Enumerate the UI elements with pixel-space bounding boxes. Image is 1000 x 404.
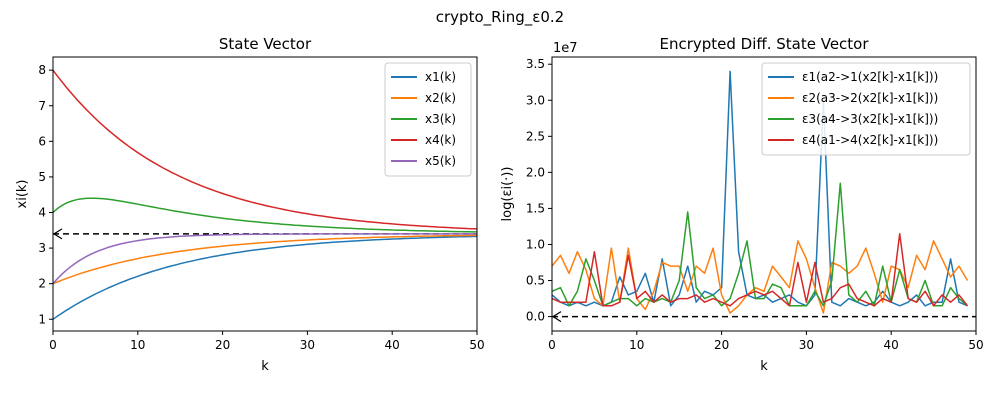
series-line bbox=[52, 233, 477, 285]
legend-box bbox=[761, 62, 971, 156]
legend-label: ε2(a3->2(x2[k]-x1[k])) bbox=[802, 91, 938, 105]
x-axis-label: k bbox=[760, 359, 768, 374]
legend-box bbox=[384, 62, 472, 177]
y-axis-label: log(εi(·)) bbox=[500, 167, 515, 222]
y-tick-label: 1 bbox=[38, 312, 46, 326]
y-tick-label: 3.0 bbox=[526, 93, 545, 107]
y-tick-label: 0.0 bbox=[526, 310, 545, 324]
legend-label: ε3(a4->3(x2[k]-x1[k])) bbox=[802, 112, 938, 126]
y-tick-label: 1.5 bbox=[526, 201, 545, 215]
x-tick-label: 50 bbox=[469, 338, 484, 352]
y-tick-label: 5 bbox=[38, 170, 46, 184]
x-tick-label: 20 bbox=[215, 338, 230, 352]
y-tick-label: 2.5 bbox=[526, 129, 545, 143]
legend-label: x3(k) bbox=[425, 112, 456, 126]
series-lines bbox=[52, 69, 478, 320]
chart-state-vector: State Vector k xi(k) 0 10 20 30 40 50 1 2 3 4 5 6 7 8… bbox=[15, 35, 485, 374]
plot-frame bbox=[551, 56, 977, 332]
x-tick-label: 10 bbox=[629, 338, 644, 352]
series-line bbox=[52, 235, 478, 320]
x-tick-label: 50 bbox=[968, 338, 983, 352]
y-tick-label: 6 bbox=[38, 134, 46, 148]
x-tick-label: 10 bbox=[130, 338, 145, 352]
x-tick-label: 30 bbox=[799, 338, 814, 352]
series-line bbox=[551, 70, 968, 307]
x-tick-label: 40 bbox=[385, 338, 400, 352]
legend-label: ε1(a2->1(x2[k]-x1[k])) bbox=[802, 70, 938, 84]
y-tick-label: 2 bbox=[38, 277, 46, 291]
chart-title: Encrypted Diff. State Vector bbox=[659, 35, 869, 53]
figure-suptitle: crypto_Ring_ε0.2 bbox=[436, 8, 564, 27]
x-tick-label: 0 bbox=[548, 338, 556, 352]
axis-offset-label: 1e7 bbox=[553, 41, 578, 56]
x-tick-label: 20 bbox=[714, 338, 729, 352]
x-axis-label: k bbox=[261, 359, 269, 374]
legend: ε1(a2->1(x2[k]-x1[k])) ε2(a3->2(x2[k]-x1[… bbox=[761, 62, 971, 156]
axis-ticks: 0 10 20 30 40 50 0.0 0.5 1.0 1.5 2.0 2.5 3.0 3.5 bbox=[526, 57, 984, 352]
y-tick-label: 3.5 bbox=[526, 57, 545, 71]
x-tick-label: 0 bbox=[49, 338, 57, 352]
legend-label: ε4(a1->4(x2[k]-x1[k])) bbox=[802, 133, 938, 147]
legend-label: x5(k) bbox=[425, 154, 456, 168]
legend-label: x4(k) bbox=[425, 133, 456, 147]
series-lines bbox=[551, 70, 976, 323]
reference-arrow-marker bbox=[551, 311, 562, 323]
y-tick-label: 4 bbox=[38, 206, 46, 220]
y-tick-label: 0.5 bbox=[526, 274, 545, 288]
y-tick-label: 1.0 bbox=[526, 237, 545, 251]
chart-encrypted-diff: Encrypted Diff. State Vector 1e7 k log(ε… bbox=[500, 35, 984, 374]
series-line bbox=[52, 69, 478, 230]
x-tick-label: 30 bbox=[300, 338, 315, 352]
axis-ticks: 0 10 20 30 40 50 1 2 3 4 5 6 7 8 bbox=[38, 63, 484, 352]
y-tick-label: 8 bbox=[38, 63, 46, 77]
legend-label: x2(k) bbox=[425, 91, 456, 105]
legend-label: x1(k) bbox=[425, 70, 456, 84]
series-line bbox=[52, 197, 477, 233]
legend: x1(k) x2(k) x3(k) x4(k) x5(k) bbox=[384, 62, 472, 177]
plot-frame bbox=[52, 56, 478, 332]
y-axis-label: xi(k) bbox=[15, 180, 30, 209]
series-line bbox=[52, 234, 477, 285]
x-tick-label: 40 bbox=[884, 338, 899, 352]
reference-arrow-marker bbox=[52, 228, 63, 240]
series-line bbox=[551, 232, 969, 307]
y-tick-label: 7 bbox=[38, 99, 46, 113]
chart-title: State Vector bbox=[219, 35, 312, 53]
series-line bbox=[551, 182, 968, 307]
y-tick-label: 3 bbox=[38, 241, 46, 255]
y-tick-label: 2.0 bbox=[526, 165, 545, 179]
